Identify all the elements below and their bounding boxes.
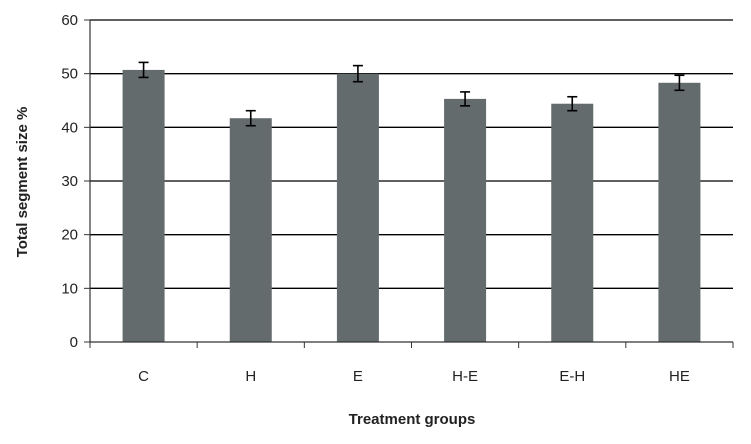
axes: [84, 19, 734, 348]
y-tick-label: 30: [61, 173, 78, 190]
x-tick-label: H-E: [452, 368, 478, 385]
x-tick-label: E-H: [559, 368, 585, 385]
bar-H-E: [444, 98, 487, 342]
x-tick-label: H: [245, 368, 256, 385]
bar-HE: [658, 82, 701, 342]
bar-E: [336, 73, 379, 343]
y-axis-title: Total segment size %: [14, 107, 31, 258]
x-tick-label: HE: [669, 368, 690, 385]
y-tick-label: 10: [61, 280, 78, 297]
y-tick-label: 20: [61, 227, 78, 244]
error-bar-H-E: [460, 91, 471, 107]
bar-H: [229, 118, 272, 343]
y-tick-label: 40: [61, 119, 78, 136]
bar-C: [122, 69, 165, 342]
x-axis-title: Treatment groups: [349, 411, 476, 428]
error-bar-HE: [674, 74, 685, 92]
y-tick-label: 0: [70, 334, 78, 351]
x-tick-label: C: [138, 368, 149, 385]
x-tick-label: E: [353, 368, 363, 385]
error-bar-E: [352, 64, 363, 83]
error-bar-C: [138, 61, 149, 79]
y-tick-label: 50: [61, 66, 78, 83]
gridlines: [90, 19, 733, 289]
error-bar-H: [245, 109, 256, 127]
y-tick-label: 60: [61, 12, 78, 29]
error-bar-E-H: [567, 95, 578, 112]
error-bars: [138, 61, 685, 127]
bar-E-H: [551, 103, 594, 342]
bars: [122, 69, 701, 343]
